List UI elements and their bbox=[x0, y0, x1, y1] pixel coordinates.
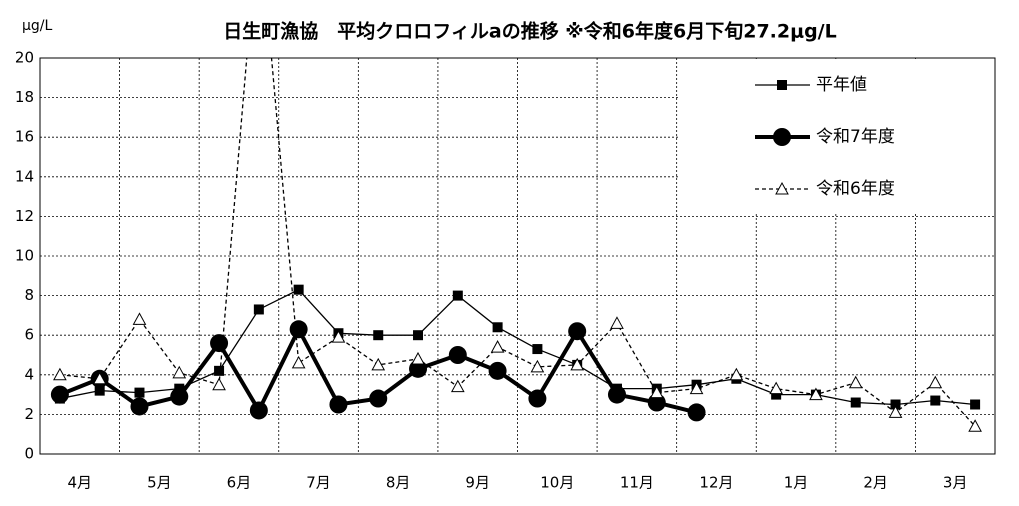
y-tick-label: 2 bbox=[24, 405, 34, 423]
marker bbox=[610, 316, 624, 329]
legend-box bbox=[680, 59, 994, 214]
marker bbox=[848, 375, 863, 389]
marker bbox=[570, 357, 585, 371]
grid bbox=[40, 57, 995, 455]
marker bbox=[809, 387, 823, 401]
y-tick-label: 10 bbox=[15, 247, 34, 265]
marker bbox=[132, 312, 147, 325]
marker bbox=[490, 340, 505, 353]
marker bbox=[369, 389, 388, 408]
x-tick-label: 10月 bbox=[540, 474, 574, 492]
x-tick-label: 9月 bbox=[465, 474, 490, 492]
marker bbox=[50, 385, 69, 404]
legend-label: 令和7年度 bbox=[816, 127, 895, 147]
marker bbox=[212, 377, 226, 391]
marker bbox=[371, 357, 386, 371]
marker bbox=[289, 320, 308, 339]
marker bbox=[687, 403, 706, 422]
y-tick-label: 12 bbox=[15, 207, 34, 225]
marker bbox=[888, 405, 903, 418]
x-tick-label: 1月 bbox=[784, 474, 809, 492]
x-tick-label: 4月 bbox=[68, 474, 93, 492]
marker bbox=[769, 381, 783, 395]
marker bbox=[130, 397, 149, 416]
marker bbox=[970, 399, 981, 410]
marker bbox=[528, 389, 547, 408]
y-tick-label: 6 bbox=[24, 326, 34, 344]
marker bbox=[649, 385, 664, 399]
y-tick-label: 18 bbox=[15, 88, 34, 106]
plot bbox=[50, 58, 982, 432]
marker bbox=[448, 346, 467, 364]
y-tick-label: 20 bbox=[15, 49, 34, 67]
marker bbox=[968, 419, 982, 432]
x-tick-label: 5月 bbox=[147, 474, 172, 492]
marker bbox=[291, 355, 306, 369]
y-tick-label: 8 bbox=[24, 286, 34, 304]
marker bbox=[413, 330, 424, 341]
y-tick-label: 4 bbox=[24, 365, 34, 383]
x-tick-label: 2月 bbox=[863, 474, 888, 492]
legend-marker bbox=[773, 128, 791, 146]
marker bbox=[293, 284, 304, 295]
x-tick-label: 6月 bbox=[227, 474, 252, 492]
marker bbox=[210, 334, 229, 353]
marker bbox=[53, 367, 67, 381]
plot-border bbox=[39, 57, 996, 455]
marker bbox=[532, 344, 543, 355]
marker bbox=[329, 395, 348, 414]
legend-label: 令和6年度 bbox=[816, 179, 895, 199]
marker bbox=[134, 387, 145, 398]
marker bbox=[214, 365, 225, 376]
marker bbox=[850, 397, 861, 408]
marker bbox=[530, 359, 545, 373]
marker bbox=[172, 365, 187, 379]
x-tick-label: 11月 bbox=[620, 474, 654, 492]
marker bbox=[92, 371, 107, 385]
y-tick-label: 16 bbox=[15, 128, 34, 146]
marker bbox=[450, 379, 465, 393]
marker bbox=[253, 304, 264, 315]
x-tick-label: 3月 bbox=[943, 474, 968, 492]
series-line bbox=[59, 58, 976, 427]
legend-label: 平年値 bbox=[816, 75, 867, 95]
marker bbox=[492, 322, 503, 333]
marker bbox=[452, 290, 463, 301]
marker bbox=[331, 330, 346, 343]
y-tick-label: 14 bbox=[15, 167, 34, 185]
marker bbox=[930, 395, 941, 406]
marker bbox=[607, 385, 626, 404]
marker bbox=[890, 399, 901, 410]
y-tick-label: 0 bbox=[24, 445, 34, 463]
x-tick-label: 7月 bbox=[306, 474, 331, 492]
marker bbox=[373, 330, 384, 341]
marker bbox=[488, 361, 507, 380]
marker bbox=[94, 385, 105, 396]
legend-marker bbox=[777, 80, 787, 90]
legend-marker bbox=[775, 181, 789, 195]
marker bbox=[568, 322, 587, 341]
x-tick-label: 8月 bbox=[386, 474, 411, 492]
series-line bbox=[59, 288, 976, 406]
marker bbox=[249, 401, 268, 420]
marker bbox=[928, 375, 943, 389]
y-axis-label: μg/L bbox=[22, 18, 53, 34]
marker bbox=[170, 387, 189, 406]
x-tick-label: 12月 bbox=[699, 474, 733, 492]
marker bbox=[771, 389, 782, 400]
marker bbox=[689, 381, 704, 395]
chart-title: 日生町漁協 平均クロロフィルaの推移 ※令和6年度6月下旬27.2μg/L bbox=[223, 20, 836, 43]
marker bbox=[411, 351, 425, 365]
marker bbox=[729, 367, 744, 381]
